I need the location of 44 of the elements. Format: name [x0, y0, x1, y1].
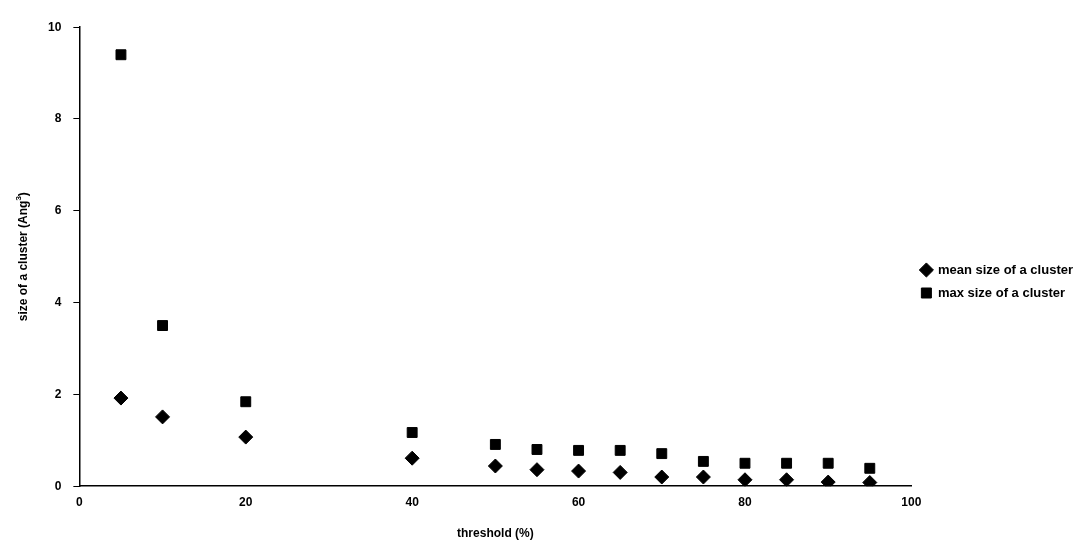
x-tick-label: 0 [76, 494, 83, 509]
y-tick-label: 2 [54, 386, 62, 401]
y-axis-title: size of a cluster (Ang3) [14, 192, 31, 322]
y-tick-label: 6 [54, 203, 62, 218]
x-tick-label: 60 [571, 494, 586, 509]
point [240, 396, 252, 408]
x-tick-label: 100 [901, 494, 922, 509]
y-tick-label: 10 [47, 19, 62, 34]
point [656, 448, 668, 460]
point [406, 427, 418, 438]
point [695, 469, 711, 485]
point [155, 409, 171, 425]
point [862, 475, 878, 487]
y-tick-label: 4 [54, 294, 62, 309]
point [157, 320, 168, 331]
point [820, 474, 836, 487]
point [529, 462, 545, 478]
point [739, 457, 751, 469]
point [115, 49, 127, 61]
x-tick-label: 40 [405, 494, 420, 509]
point [487, 458, 503, 474]
y-tick-label: 8 [54, 111, 62, 126]
point [113, 390, 129, 406]
point [571, 463, 587, 479]
legend-label: max size of a cluster [937, 284, 1066, 300]
x-tick-label: 80 [738, 494, 752, 509]
y-tick-label: 0 [54, 478, 62, 493]
point [654, 469, 670, 485]
point [612, 464, 628, 480]
point [614, 444, 626, 456]
x-axis-title: threshold (%) [457, 526, 534, 541]
point [489, 438, 501, 450]
point [238, 429, 254, 445]
point [822, 457, 834, 469]
x-tick-label: 20 [239, 494, 253, 509]
point [864, 462, 876, 474]
point [781, 457, 793, 469]
point [737, 472, 753, 487]
point [779, 472, 795, 487]
point [404, 450, 420, 466]
legend-label: mean size of a cluster [937, 261, 1074, 277]
point [573, 444, 585, 456]
point [531, 444, 543, 455]
point [697, 455, 709, 467]
